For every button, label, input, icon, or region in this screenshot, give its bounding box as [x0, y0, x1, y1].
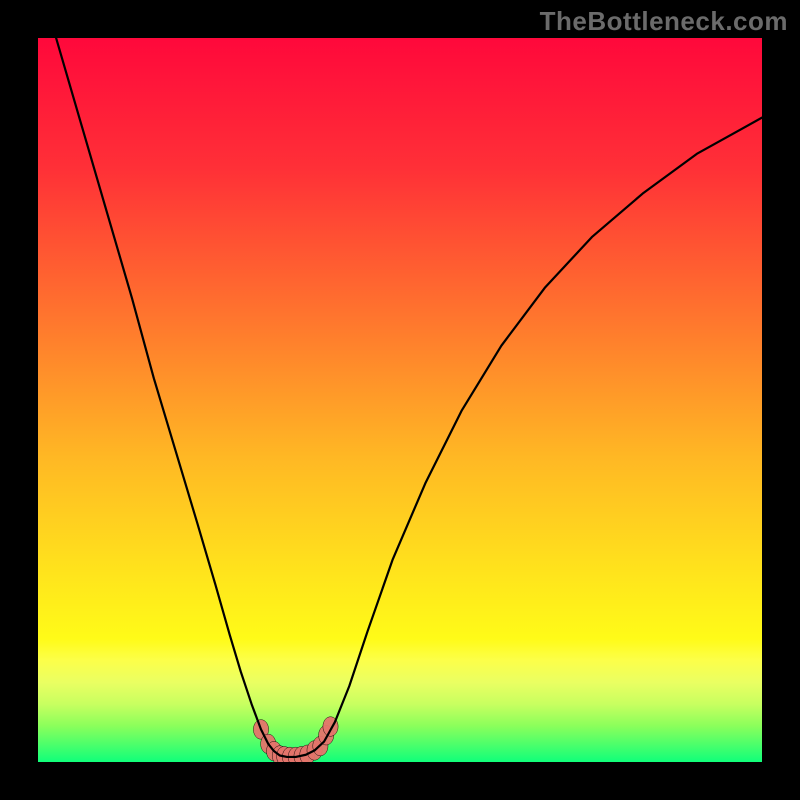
watermark-text: TheBottleneck.com — [540, 6, 788, 37]
bottleneck-curve — [38, 38, 762, 762]
chart-frame: TheBottleneck.com — [0, 0, 800, 800]
plot-area — [38, 38, 762, 762]
